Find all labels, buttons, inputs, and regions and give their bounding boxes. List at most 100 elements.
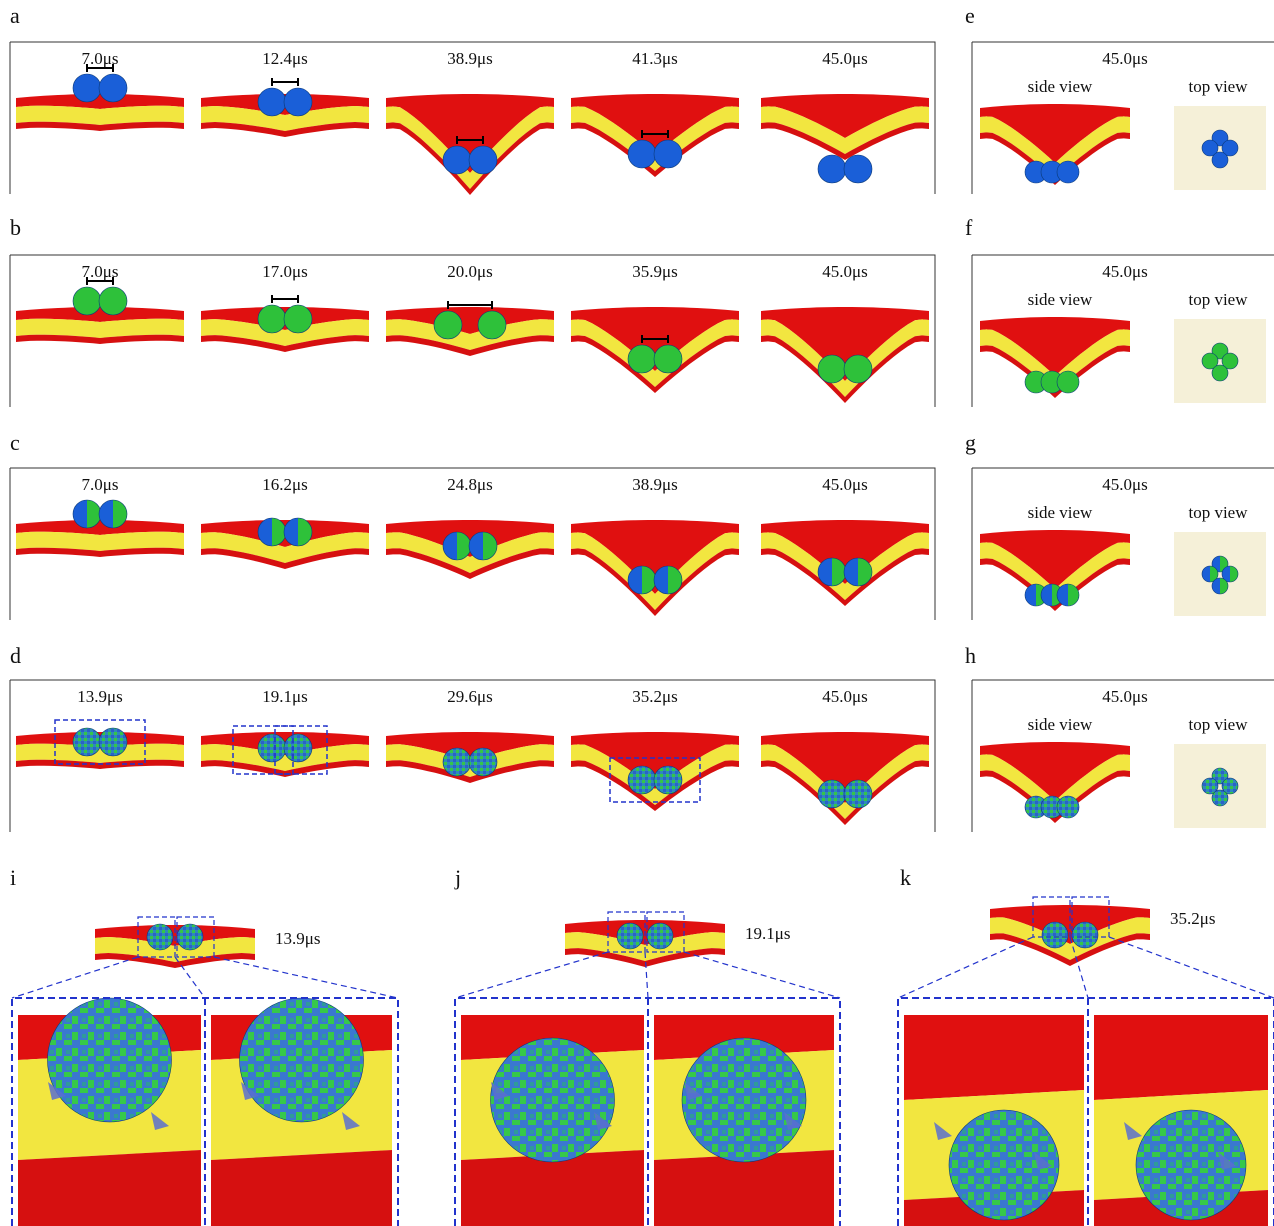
panel-frame — [9, 254, 936, 407]
nanoparticle — [468, 747, 498, 777]
nanoparticle — [843, 354, 873, 384]
membrane-lower — [386, 548, 554, 579]
distance-arrow — [86, 277, 114, 285]
panel-label: j — [454, 865, 461, 890]
nanoparticle — [442, 747, 472, 777]
panel-label: e — [965, 3, 975, 28]
time-label: 35.2μs — [1170, 909, 1215, 928]
time-label: 19.1μs — [262, 687, 307, 706]
membrane-upper — [980, 317, 1130, 376]
flow-arrow — [1034, 1152, 1052, 1170]
zoom-box — [1071, 896, 1110, 938]
flow-arrow — [1218, 1152, 1236, 1170]
distance-arrow — [447, 301, 493, 309]
nanoparticle — [257, 87, 287, 117]
membrane-lower — [654, 1150, 834, 1226]
nanoparticle — [477, 310, 507, 340]
nanoparticle — [653, 344, 683, 374]
membrane-core — [16, 531, 184, 551]
time-label: 17.0μs — [262, 262, 307, 281]
membrane-lower — [201, 548, 369, 569]
nanoparticle — [72, 499, 102, 529]
nanoparticle — [1211, 151, 1229, 169]
membrane-upper — [654, 1015, 834, 1060]
panel-label: k — [900, 865, 911, 890]
membrane-lower — [761, 548, 929, 606]
nanoparticle — [1221, 352, 1239, 370]
membrane-core — [386, 106, 554, 189]
zoom-lines — [897, 936, 1274, 999]
nanoparticle — [843, 557, 873, 587]
nanoparticle — [283, 87, 313, 117]
panel-frame — [971, 679, 1274, 832]
nanoparticle — [1211, 789, 1229, 807]
membrane-upper — [980, 742, 1130, 801]
zoom-frame — [897, 997, 1274, 1226]
nanoparticle — [1211, 364, 1229, 382]
membrane-upper — [761, 94, 929, 138]
membrane-lower — [761, 122, 929, 160]
panel-frame — [971, 467, 1274, 620]
nanoparticle — [653, 565, 683, 595]
membrane-lower — [461, 1150, 644, 1226]
top-view — [1174, 532, 1266, 616]
nanoparticle — [646, 922, 674, 950]
membrane-lower — [201, 122, 369, 137]
nanoparticle — [98, 499, 128, 529]
nanoparticle — [257, 517, 287, 547]
nanoparticle — [1211, 342, 1229, 360]
nanoparticle — [1071, 921, 1099, 949]
flow-arrow — [784, 1112, 802, 1130]
time-label: 7.0μs — [82, 475, 119, 494]
panel-label: a — [10, 3, 20, 28]
distance-arrow — [271, 295, 299, 303]
nanoparticle — [442, 531, 472, 561]
nanoparticle — [283, 517, 313, 547]
membrane-lower — [571, 548, 739, 616]
zoom-lines — [454, 951, 841, 999]
membrane-core — [95, 937, 255, 962]
nanoparticle — [1041, 921, 1069, 949]
nanoparticle — [627, 139, 657, 169]
membrane-lower — [18, 1150, 201, 1226]
nanoparticle — [1135, 1109, 1247, 1221]
nanoparticle — [817, 354, 847, 384]
membrane-core — [201, 532, 369, 563]
flow-arrow — [934, 1122, 952, 1140]
zoom-lines — [11, 956, 399, 999]
side-view-label: side view — [1028, 503, 1093, 522]
membrane-core — [990, 917, 1150, 960]
membrane-core — [761, 532, 929, 600]
zoom-box — [646, 911, 685, 953]
membrane-lower — [980, 558, 1130, 611]
membrane-lower — [16, 547, 184, 557]
time-label: 41.3μs — [632, 49, 677, 68]
time-label: 20.0μs — [447, 262, 492, 281]
nanoparticle — [1221, 139, 1239, 157]
zoom-box — [607, 911, 646, 953]
nanoparticle — [616, 922, 644, 950]
nanoparticle — [1221, 565, 1239, 583]
nanoparticle — [817, 779, 847, 809]
membrane-upper — [386, 732, 554, 761]
membrane-lower — [571, 335, 739, 393]
nanoparticle — [843, 779, 873, 809]
time-label: 29.6μs — [447, 687, 492, 706]
membrane-lower — [386, 122, 554, 195]
membrane-upper — [386, 520, 554, 557]
membrane-lower — [16, 334, 184, 344]
time-label: 12.4μs — [262, 49, 307, 68]
nanoparticle — [1056, 160, 1080, 184]
membrane-core — [980, 116, 1130, 179]
nanoparticle — [1201, 352, 1219, 370]
membrane-core — [761, 106, 929, 154]
membrane-upper — [904, 1015, 1084, 1100]
membrane-upper — [571, 732, 739, 789]
membrane-core — [386, 532, 554, 573]
panel-label: i — [10, 865, 16, 890]
nanoparticle — [1201, 777, 1219, 795]
nanoparticle — [47, 997, 172, 1123]
time-label: 45.0μs — [1102, 49, 1147, 68]
membrane-upper — [16, 94, 184, 109]
nanoparticle — [817, 154, 847, 184]
